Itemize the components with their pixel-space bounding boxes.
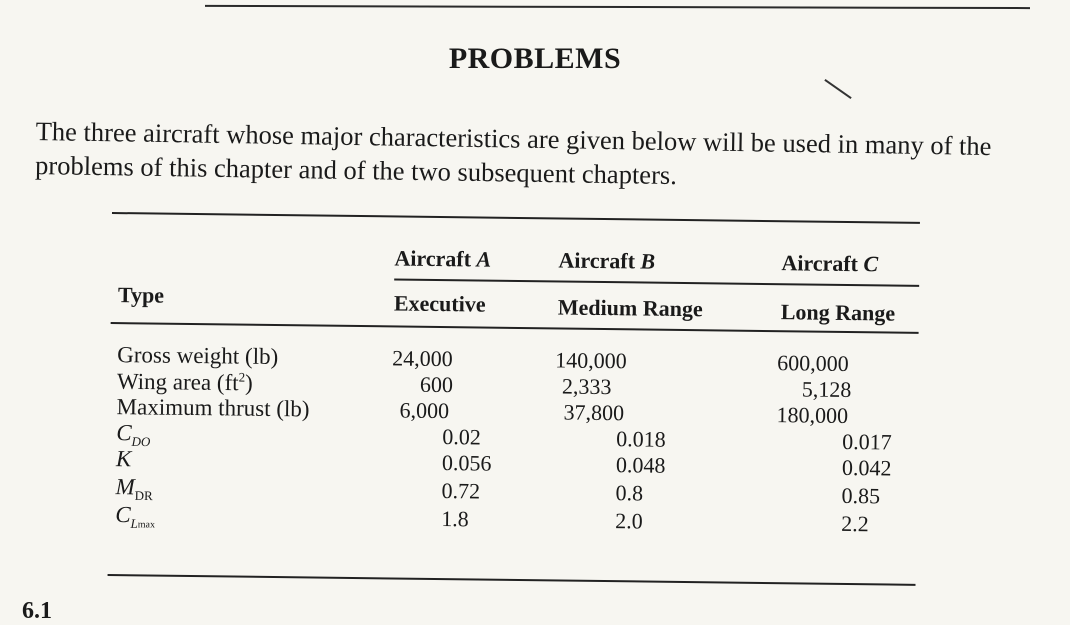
cell-a-cdo: 0.02: [442, 424, 481, 450]
header-mid-rule: [394, 278, 920, 287]
cell-a-k: 0.056: [441, 450, 492, 476]
column-header-aircraft-b: Aircraft B: [558, 247, 656, 274]
table-bottom-rule: [107, 573, 916, 586]
pen-mark: [824, 79, 852, 99]
cell-c-wing-area: 5,128: [801, 376, 852, 403]
top-rule: [204, 4, 1031, 10]
table-top-rule: [111, 212, 920, 224]
cell-c-mdr: 0.85: [841, 482, 881, 509]
cell-a-mdr: 0.72: [441, 478, 481, 504]
row-label-k: K: [115, 446, 132, 472]
type-medium-range: Medium Range: [557, 294, 703, 322]
row-label-clmax: CLmax: [115, 502, 156, 531]
aircraft-table: Aircraft A Aircraft B Aircraft C Type Ex…: [107, 212, 920, 612]
row-label-wing-area: Wing area (ft2): [116, 368, 253, 396]
type-label: Type: [117, 282, 165, 308]
type-executive: Executive: [393, 290, 486, 317]
cell-a-wing-area: 600: [419, 371, 454, 398]
column-header-aircraft-a: Aircraft A: [394, 245, 492, 272]
type-long-range: Long Range: [780, 299, 896, 326]
cell-b-mdr: 0.8: [615, 480, 644, 506]
row-label-gross-weight: Gross weight (lb): [117, 342, 279, 370]
row-label-max-thrust: Maximum thrust (lb): [116, 394, 310, 422]
cell-c-max-thrust: 180,000: [776, 402, 849, 429]
cell-a-gross-weight: 24,000: [392, 345, 453, 372]
cell-a-clmax: 1.8: [441, 506, 469, 532]
cell-b-wing-area: 2,333: [561, 373, 612, 400]
cell-c-k: 0.042: [841, 454, 892, 481]
cell-c-cdo: 0.017: [842, 428, 892, 455]
cell-b-gross-weight: 140,000: [555, 347, 627, 374]
cell-b-cdo: 0.018: [616, 426, 666, 452]
cell-b-clmax: 2.0: [615, 508, 643, 534]
next-problem-number: 6.1: [22, 598, 52, 624]
cell-c-clmax: 2.2: [841, 510, 869, 537]
row-label-mdr: MDR: [115, 474, 153, 504]
intro-paragraph: The three aircraft whose major character…: [34, 115, 992, 191]
cell-a-max-thrust: 6,000: [399, 397, 450, 424]
cell-b-max-thrust: 37,800: [563, 399, 625, 426]
cell-c-gross-weight: 600,000: [777, 350, 849, 377]
page-title: PROBLEMS: [448, 42, 622, 75]
cell-b-k: 0.048: [615, 452, 666, 478]
column-header-aircraft-c: Aircraft C: [781, 250, 879, 277]
